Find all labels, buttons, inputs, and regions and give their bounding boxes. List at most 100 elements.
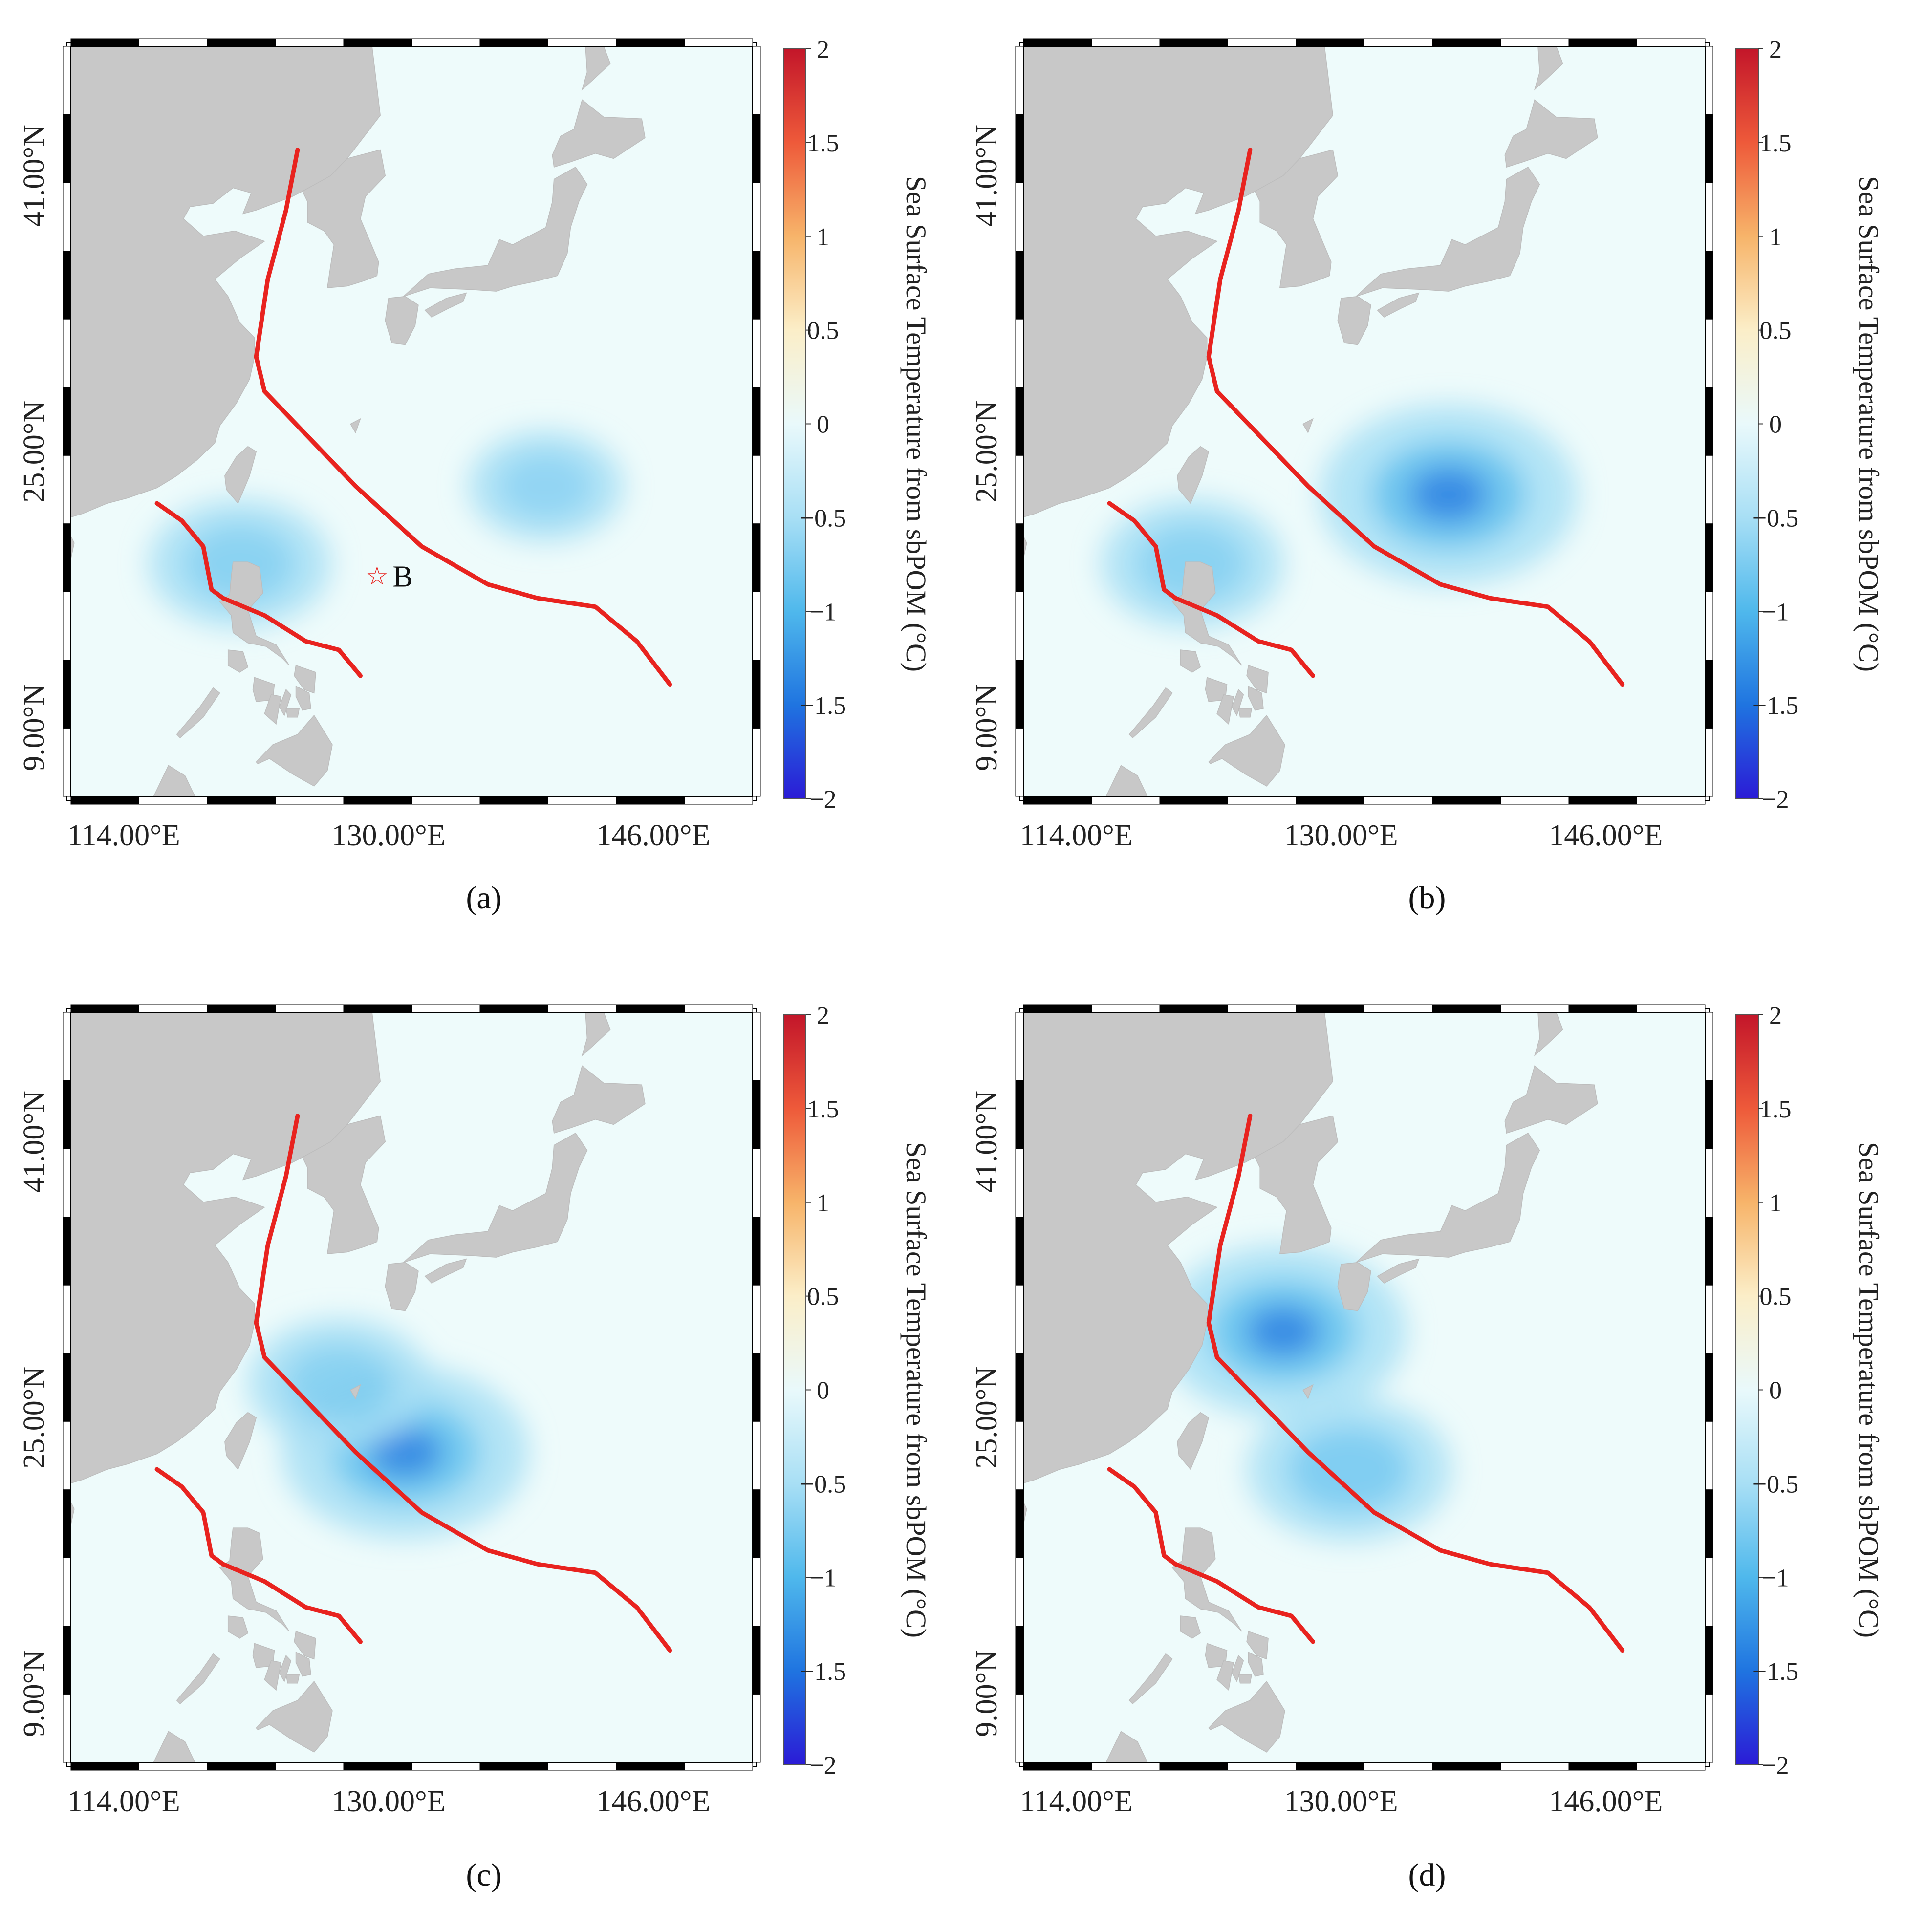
- land-cebu: [279, 1654, 292, 1682]
- station-marker-label: B: [392, 560, 412, 593]
- colorbar-tick-label: −1: [809, 598, 836, 626]
- land-cebu: [1231, 1654, 1244, 1682]
- colorbar-tick-label: 1: [1769, 223, 1782, 251]
- map-frame: [1015, 38, 1713, 805]
- colorbar-title: Sea Surface Temperature from sbPOM (°C): [900, 176, 932, 672]
- typhoon-track-northern: [254, 1114, 672, 1653]
- lon-tick-label: 114.00°E: [1020, 819, 1133, 852]
- colorbar-tick-label: 0: [1769, 411, 1782, 439]
- lat-tick-label: 9.00°N: [970, 684, 1003, 771]
- land-sakhalin: [581, 46, 611, 91]
- land-cebu: [1231, 688, 1244, 716]
- lat-tick-label: 25.00°N: [970, 1367, 1003, 1469]
- land-asia: [1023, 46, 1333, 518]
- colorbar-tick-label: −1: [1762, 598, 1789, 626]
- lat-tick-label: 25.00°N: [970, 401, 1003, 503]
- colorbar-tick-label: 0: [817, 1377, 829, 1405]
- land-samar: [1246, 1631, 1269, 1660]
- land-bohol: [285, 1674, 300, 1684]
- typhoon-track-southern: [154, 1467, 363, 1644]
- sst-cooling-core-0: [499, 452, 593, 520]
- land-bohol: [1238, 1674, 1253, 1684]
- colorbar-tick-label: 0: [817, 411, 829, 439]
- panel-label-c: (c): [466, 1857, 502, 1893]
- land-hokkaido: [552, 99, 646, 168]
- land-korea: [302, 149, 386, 288]
- land-taiwan: [1177, 446, 1210, 504]
- land-korea: [1255, 149, 1339, 288]
- land-negros: [1216, 1660, 1234, 1691]
- land-kyushu: [1337, 1262, 1371, 1311]
- land-shikoku: [424, 1258, 467, 1284]
- land-leyte: [295, 1651, 311, 1677]
- land-borneo: [153, 1731, 195, 1762]
- colorbar-tick-label: −0.5: [800, 504, 846, 532]
- colorbar-title: Sea Surface Temperature from sbPOM (°C): [900, 1142, 932, 1638]
- land-asia: [1023, 1012, 1333, 1484]
- colorbar-tick-label: 1: [817, 1189, 829, 1217]
- colorbar-tick-label: 1.5: [1760, 1095, 1792, 1123]
- land-taiwan: [224, 446, 257, 504]
- lat-tick-label: 25.00°N: [18, 401, 51, 503]
- land-sakhalin: [1534, 1012, 1563, 1057]
- land-hainan: [71, 1502, 75, 1533]
- sst-cooling-max-0: [368, 1426, 442, 1479]
- map-panel-b: 114.00°E 130.00°E 146.00°E 41.00°N 25.00°N 9.…: [952, 0, 1905, 966]
- colorbar-tick-label: −2: [809, 1752, 836, 1780]
- land-palawan: [176, 1653, 220, 1705]
- land-ryukyu: [1302, 1384, 1314, 1400]
- colorbar-tick-label: 2: [817, 36, 829, 64]
- map-panel-c: 114.00°E 130.00°E 146.00°E 41.00°N 25.00°N 9.…: [0, 966, 952, 1932]
- land-panay: [1205, 677, 1228, 702]
- colorbar-title: Sea Surface Temperature from sbPOM (°C): [1853, 1142, 1884, 1638]
- land-panay: [252, 1643, 275, 1668]
- land-palawan: [176, 687, 220, 739]
- lat-tick-label: 41.00°N: [18, 125, 51, 227]
- land-shikoku: [424, 292, 467, 318]
- colorbar: [1735, 1014, 1759, 1765]
- lon-tick-label: 130.00°E: [1284, 819, 1398, 852]
- land-mindoro: [1180, 1615, 1201, 1639]
- colorbar-tick-label: 1: [817, 223, 829, 251]
- land-negros: [264, 694, 281, 725]
- land-borneo: [1105, 765, 1148, 796]
- lat-tick-label: 9.00°N: [18, 1650, 51, 1737]
- lon-tick-label: 130.00°E: [332, 819, 446, 852]
- land-cebu: [279, 688, 292, 716]
- lat-tick-label: 41.00°N: [18, 1091, 51, 1193]
- land-borneo: [153, 765, 195, 796]
- colorbar-tick-label: −2: [1762, 1752, 1789, 1780]
- land-honshu: [1356, 167, 1540, 297]
- land-asia: [71, 1012, 381, 1484]
- colorbar-tick-label: 1.5: [807, 129, 839, 157]
- land-hokkaido: [1504, 1065, 1598, 1134]
- map-panel-d: 114.00°E 130.00°E 146.00°E 41.00°N 25.00°N 9.…: [952, 966, 1905, 1932]
- lon-tick-label: 146.00°E: [1549, 1785, 1663, 1818]
- station-marker-star: ☆: [366, 561, 389, 591]
- land-mindoro: [1180, 649, 1201, 673]
- typhoon-track-northern: [1206, 1114, 1625, 1653]
- land-samar: [294, 665, 316, 694]
- lat-tick-label: 25.00°N: [18, 1367, 51, 1469]
- land-leyte: [1248, 1651, 1264, 1677]
- land-bohol: [1238, 708, 1253, 718]
- lon-tick-label: 130.00°E: [332, 1785, 446, 1818]
- colorbar-tick-label: −1: [1762, 1564, 1789, 1592]
- land-ryukyu: [1302, 418, 1314, 434]
- colorbar-tick-label: 0.5: [807, 317, 839, 345]
- colorbar-tick-label: −2: [1762, 786, 1789, 814]
- colorbar-tick-label: −0.5: [1753, 504, 1798, 532]
- map-frame: [63, 1004, 761, 1771]
- panel-label-a: (a): [466, 880, 502, 916]
- sst-cooling-max-0: [1246, 1305, 1321, 1358]
- land-kyushu: [385, 1262, 419, 1311]
- land-asia: [71, 46, 381, 518]
- lon-tick-label: 114.00°E: [67, 1785, 180, 1818]
- land-palawan: [1128, 1653, 1173, 1705]
- land-hainan: [1023, 536, 1027, 567]
- land-negros: [264, 1660, 281, 1691]
- land-mindoro: [227, 649, 249, 673]
- map-frame: [63, 38, 761, 805]
- land-shikoku: [1377, 1258, 1420, 1284]
- colorbar-tick-label: −2: [809, 786, 836, 814]
